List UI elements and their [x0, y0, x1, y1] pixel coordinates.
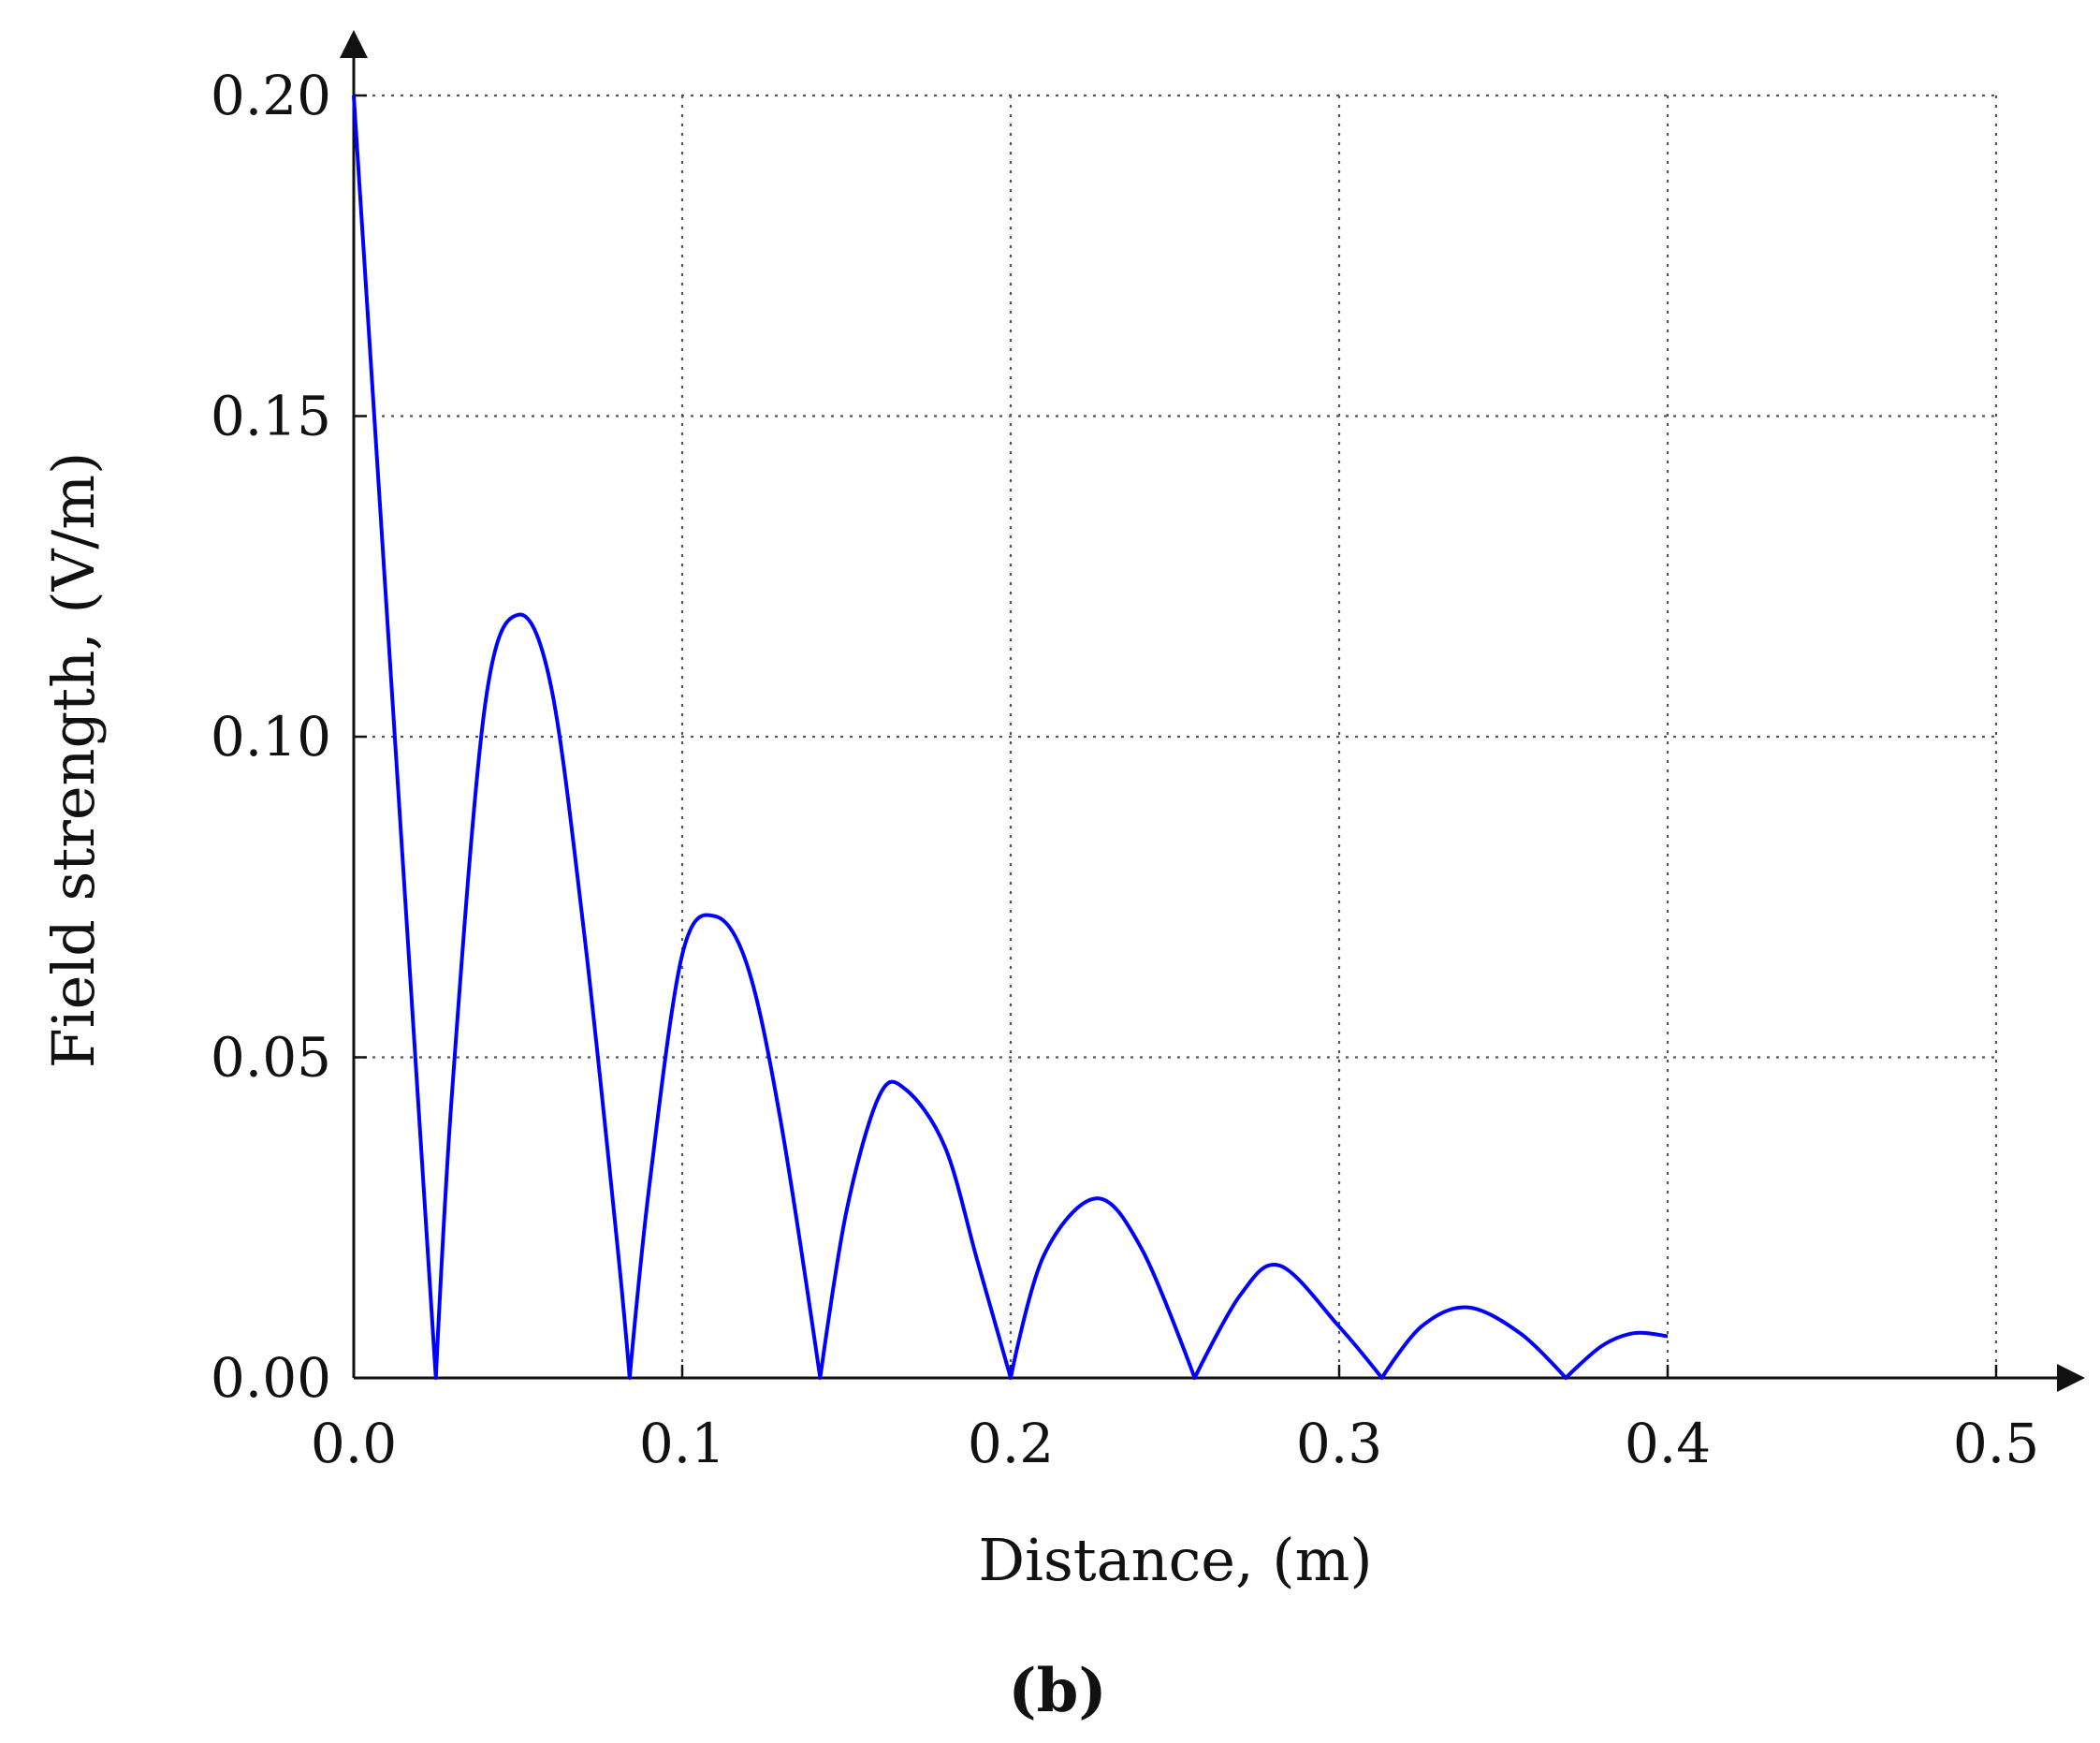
x-axis-title: Distance, (m): [978, 1526, 1372, 1594]
x-tick-label: 0.2: [968, 1412, 1054, 1475]
y-tick-label: 0.00: [211, 1346, 331, 1410]
x-tick-label: 0.1: [639, 1412, 725, 1475]
y-tick-label: 0.20: [211, 64, 331, 127]
x-tick-label: 0.3: [1296, 1412, 1382, 1475]
x-tick-label: 0.4: [1625, 1412, 1711, 1475]
grid: [352, 94, 1998, 1380]
y-tick-label: 0.05: [211, 1026, 331, 1090]
series-line-0: [352, 95, 1669, 1380]
plot-area: [352, 95, 1669, 1380]
x-tick-label: 0.5: [1953, 1412, 2039, 1475]
y-tick-label: 0.15: [211, 385, 331, 448]
y-axis-title: Field strength, (V/m): [39, 452, 108, 1069]
y-tick-label: 0.10: [211, 705, 331, 769]
tick-labels: 0.0 0.1 0.2 0.3 0.4 0.5 0.00 0.05 0.10 0.15 0.20: [211, 64, 2039, 1475]
axes: [340, 30, 2085, 1392]
panel-label: (b): [1008, 1656, 1106, 1726]
x-tick-label: 0.0: [311, 1412, 397, 1475]
